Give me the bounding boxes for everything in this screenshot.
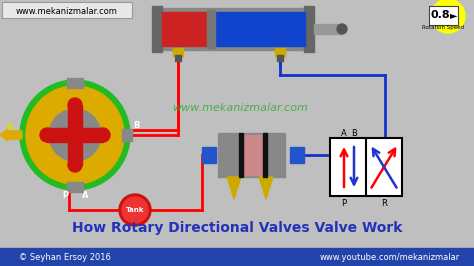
Circle shape	[96, 128, 110, 142]
FancyBboxPatch shape	[429, 6, 458, 24]
Text: © Seyhan Ersoy 2016: © Seyhan Ersoy 2016	[19, 252, 111, 261]
Bar	[202, 147, 216, 163]
Text: 0.8: 0.8	[430, 10, 450, 20]
Bar	[239, 133, 243, 177]
Bar	[218, 133, 240, 177]
Bar	[68, 105, 82, 165]
Circle shape	[49, 109, 101, 161]
Bar	[275, 48, 285, 56]
Text: R: R	[381, 198, 387, 207]
Bar	[263, 133, 267, 177]
Bar	[239, 135, 267, 175]
Text: R: R	[7, 123, 13, 131]
Circle shape	[20, 80, 130, 190]
Bar	[67, 78, 83, 88]
Text: www.mekanizmalar.com: www.mekanizmalar.com	[16, 6, 118, 15]
Text: Tank: Tank	[126, 207, 144, 213]
Bar	[304, 6, 314, 52]
Text: www.mekanizmalar.com: www.mekanizmalar.com	[172, 103, 308, 113]
Bar	[162, 12, 210, 46]
Bar	[158, 8, 308, 50]
Bar	[0, 248, 474, 266]
Polygon shape	[227, 177, 241, 199]
Bar	[173, 48, 183, 56]
Bar	[290, 147, 304, 163]
Circle shape	[431, 0, 465, 33]
Bar	[243, 133, 265, 177]
Text: ►: ►	[450, 10, 458, 20]
Bar	[152, 6, 162, 52]
Bar	[175, 55, 181, 61]
Bar	[122, 129, 132, 141]
Text: www.youtube.com/mekanizmalar: www.youtube.com/mekanizmalar	[320, 252, 460, 261]
Text: Rotation Speed: Rotation Speed	[422, 24, 464, 30]
Bar	[47, 128, 103, 142]
Text: P: P	[62, 192, 68, 201]
Text: A: A	[82, 192, 88, 201]
Text: B: B	[351, 128, 357, 138]
Text: How Rotary Directional Valves Valve Work: How Rotary Directional Valves Valve Work	[72, 221, 402, 235]
Text: P: P	[341, 198, 346, 207]
Circle shape	[68, 158, 82, 172]
Bar	[215, 12, 305, 46]
Bar	[263, 133, 285, 177]
FancyArrow shape	[0, 129, 22, 141]
Bar	[67, 182, 83, 192]
Bar	[314, 24, 342, 34]
Bar	[277, 55, 283, 61]
Bar	[207, 10, 215, 48]
Circle shape	[68, 98, 82, 112]
Text: B: B	[133, 120, 139, 130]
Circle shape	[40, 128, 54, 142]
Circle shape	[337, 24, 347, 34]
Circle shape	[26, 86, 124, 184]
Circle shape	[122, 197, 148, 223]
Bar	[330, 138, 402, 196]
Polygon shape	[259, 177, 273, 199]
FancyBboxPatch shape	[2, 2, 132, 18]
Text: A: A	[341, 128, 347, 138]
Circle shape	[119, 194, 151, 226]
